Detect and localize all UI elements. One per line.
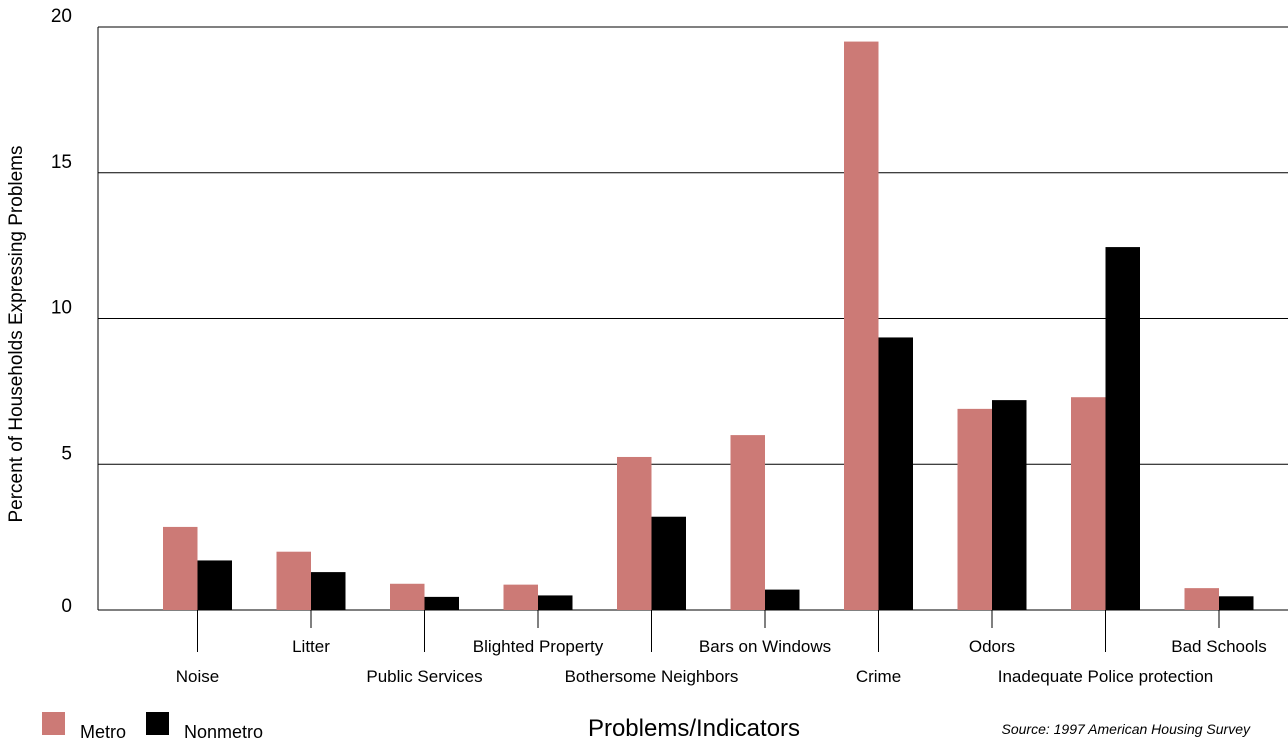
category-label: Inadequate Police protection [998, 667, 1214, 686]
bar-nonmetro-4 [651, 516, 686, 610]
y-tick-label: 20 [51, 6, 72, 27]
y-tick-labels: 0 5 10 15 20 [51, 6, 72, 617]
category-label: Odors [969, 637, 1015, 656]
category-labels: Noise Litter Public Services Blighted Prope… [176, 610, 1267, 686]
category-label: Blighted Property [473, 637, 604, 656]
category-label: Bars on Windows [699, 637, 831, 656]
bar-metro-0 [163, 526, 198, 610]
bar-nonmetro-5 [765, 589, 800, 610]
category-label: Bad Schools [1171, 637, 1266, 656]
legend: Metro Nonmetro [42, 712, 263, 742]
y-tick-label: 0 [61, 596, 72, 617]
legend-swatch-metro [42, 712, 65, 735]
bar-nonmetro-7 [992, 400, 1027, 610]
bar-nonmetro-1 [311, 572, 346, 610]
bar-metro-5 [730, 435, 765, 610]
bar-nonmetro-0 [197, 560, 232, 610]
legend-label: Metro [80, 722, 126, 742]
bar-metro-9 [1184, 588, 1219, 610]
bar-metro-4 [617, 456, 652, 610]
bar-metro-6 [844, 41, 879, 610]
legend-label: Nonmetro [184, 722, 263, 742]
bar-nonmetro-9 [1219, 596, 1254, 610]
y-tick-label: 15 [51, 152, 72, 173]
y-tick-label: 5 [61, 443, 72, 464]
source-note: Source: 1997 American Housing Survey [1002, 721, 1252, 737]
bar-metro-7 [957, 408, 992, 610]
bar-nonmetro-8 [1105, 247, 1140, 610]
bars [163, 41, 1254, 610]
bar-metro-2 [390, 583, 425, 610]
bar-metro-1 [276, 551, 311, 610]
y-axis-title: Percent of Households Expressing Problem… [6, 145, 27, 522]
bar-nonmetro-2 [424, 596, 459, 610]
y-tick-label: 10 [51, 298, 72, 319]
bar-metro-3 [503, 584, 538, 610]
category-label: Public Services [366, 667, 482, 686]
category-label: Litter [292, 637, 330, 656]
category-label: Noise [176, 667, 219, 686]
legend-swatch-nonmetro [146, 712, 169, 735]
category-label: Bothersome Neighbors [565, 667, 739, 686]
category-label: Crime [856, 667, 901, 686]
x-axis-title: Problems/Indicators [588, 715, 800, 742]
bar-nonmetro-3 [538, 595, 573, 610]
bar-nonmetro-6 [878, 337, 913, 610]
bar-metro-8 [1071, 397, 1106, 610]
